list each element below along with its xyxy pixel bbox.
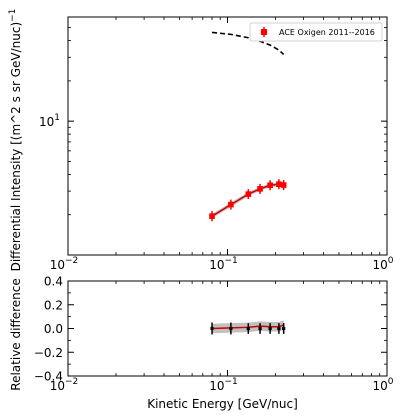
ratio-point	[246, 326, 250, 331]
main-x-tick-label: 100	[372, 256, 393, 272]
ratio-point	[229, 326, 233, 331]
ratio-x-tick-label-exponent: 0	[388, 377, 394, 387]
main-y-tick-label-base: 10	[39, 115, 54, 129]
main-y-axis-title-exponent: −1	[8, 9, 18, 22]
ratio-x-tick-label: 10−2	[50, 377, 79, 393]
ratio-x-tick-label-base: 10	[209, 379, 224, 393]
ratio-y-tick-label: 0.4	[44, 275, 63, 289]
ratio-x-ticks: 10−2 10−1 100	[50, 281, 394, 393]
ratio-x-tick-label-base: 10	[50, 379, 65, 393]
ratio-point	[268, 326, 272, 331]
x-axis-title: Kinetic Energy [GeV/nuc]	[147, 397, 298, 411]
legend-marker-square	[261, 29, 267, 35]
ratio-y-tick-label: 0.0	[44, 322, 63, 336]
ratio-x-tick-label-exponent: −1	[225, 377, 238, 387]
main-x-tick-label: 10−1	[209, 256, 238, 272]
legend-marker	[261, 27, 267, 37]
ratio-x-tick-label: 100	[372, 377, 393, 393]
ratio-x-tick-label: 10−1	[209, 377, 238, 393]
data-point	[276, 181, 282, 188]
legend: ACE Oxigen 2011--2016	[249, 22, 383, 42]
ratio-y-tick-label: 0.2	[44, 298, 63, 312]
main-y-ticks: 101	[39, 16, 387, 256]
data-point	[280, 182, 287, 188]
ratio-x-tick-label-base: 10	[372, 379, 387, 393]
main-x-tick-label-exponent: −2	[65, 256, 78, 266]
legend-box	[249, 22, 383, 42]
ratio-point	[258, 326, 262, 331]
main-panel: 10−2 10−1 100 101 ACE Oxigen 2011--2016 Di…	[8, 9, 394, 272]
main-x-ticks: 10−2 10−1 100	[50, 17, 394, 272]
ratio-x-tick-label-exponent: −2	[65, 377, 78, 387]
main-x-tick-label-exponent: 0	[388, 256, 394, 266]
main-y-axis-title: Differential Intensity [(m^2 s sr GeV/nu…	[8, 9, 23, 272]
data-point	[257, 186, 263, 192]
main-y-axis-title-text: Differential Intensity [(m^2 s sr GeV/nu…	[9, 22, 23, 272]
ratio-panel: 10−2 10−1 100 0.40.20.0−0.2−0.4 Relative d…	[9, 275, 394, 412]
main-data-points-group	[209, 179, 287, 222]
ratio-y-tick-label: −0.2	[34, 346, 63, 360]
ratio-y-ticks: 0.4 0.2 0.0 −0.2 −0.4	[34, 275, 387, 384]
data-point	[245, 191, 252, 197]
main-x-tick-label-base: 10	[372, 258, 387, 272]
ratio-point	[282, 326, 286, 331]
data-point	[267, 182, 273, 189]
ratio-point	[277, 326, 281, 331]
ratio-data-points-group	[210, 322, 286, 335]
data-point	[209, 213, 215, 219]
ratio-y-axis-title: Relative difference	[9, 278, 23, 390]
ratio-y-tick-label: −0.4	[34, 370, 63, 384]
main-y-tick-label-exponent: 1	[54, 113, 60, 123]
main-x-tick-label-base: 10	[50, 258, 65, 272]
main-x-tick-label-exponent: −1	[225, 256, 238, 266]
main-x-tick-label-base: 10	[209, 258, 224, 272]
main-x-tick-label: 10−2	[50, 256, 79, 272]
data-point	[228, 201, 234, 208]
ratio-point	[210, 326, 214, 331]
legend-entry-label: ACE Oxigen 2011--2016	[279, 28, 375, 37]
main-y-tick-label: 101	[39, 113, 60, 129]
